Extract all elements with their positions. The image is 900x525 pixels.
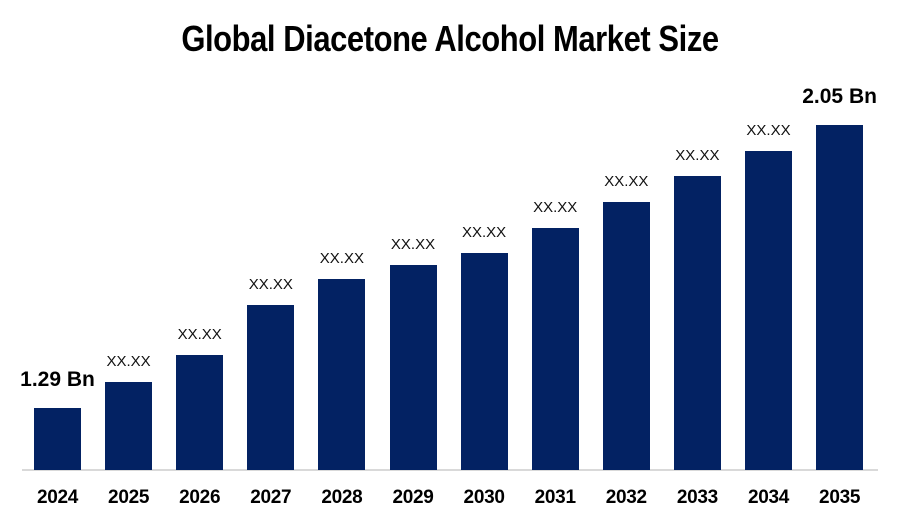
x-axis-label-2028: 2028 (321, 487, 363, 508)
bar-value-label-2032: XX.XX (604, 173, 649, 190)
bar-value-label-2027: XX.XX (248, 276, 293, 293)
bar-2031 (531, 228, 579, 470)
bar-2026 (176, 355, 224, 470)
bar-value-label-2025: XX.XX (106, 353, 151, 370)
x-axis-label-2027: 2027 (250, 487, 292, 508)
x-axis-label-2034: 2034 (747, 487, 790, 508)
x-axis-label-2035: 2035 (819, 487, 861, 508)
x-axis-label-2026: 2026 (179, 487, 221, 508)
bar-2024 (34, 408, 81, 470)
x-axis-label-2030: 2030 (463, 487, 505, 508)
bar-value-label-2031: XX.XX (533, 199, 578, 216)
x-axis-label-2031: 2031 (534, 487, 576, 508)
x-axis-line (22, 469, 878, 471)
bar-2028 (318, 279, 366, 470)
bar-value-label-2026: XX.XX (177, 326, 222, 343)
chart-title: Global Diacetone Alcohol Market Size (181, 18, 719, 59)
x-axis-label-2032: 2032 (605, 487, 647, 508)
bar-value-label-2024: 1.29 Bn (20, 368, 95, 391)
x-axis-label-2024: 2024 (36, 487, 79, 508)
bar-value-label-2035: 2.05 Bn (802, 85, 877, 108)
bar-2032 (602, 202, 650, 470)
bar-2034 (745, 151, 792, 470)
bar-2033 (673, 176, 721, 470)
bar-2030 (460, 253, 508, 470)
bar-value-label-2034: XX.XX (746, 122, 791, 139)
x-axis-label-2025: 2025 (108, 487, 150, 508)
bar-value-label-2030: XX.XX (462, 224, 507, 241)
bar-2025 (105, 382, 153, 470)
bar-2029 (389, 265, 437, 470)
x-axis-label-2029: 2029 (392, 487, 434, 508)
bar-2027 (247, 305, 295, 470)
bar-value-label-2033: XX.XX (675, 147, 720, 164)
bar-2035 (816, 125, 864, 470)
bar-value-label-2028: XX.XX (319, 250, 364, 267)
x-axis-label-2033: 2033 (676, 487, 718, 508)
bar-value-label-2029: XX.XX (390, 236, 436, 253)
